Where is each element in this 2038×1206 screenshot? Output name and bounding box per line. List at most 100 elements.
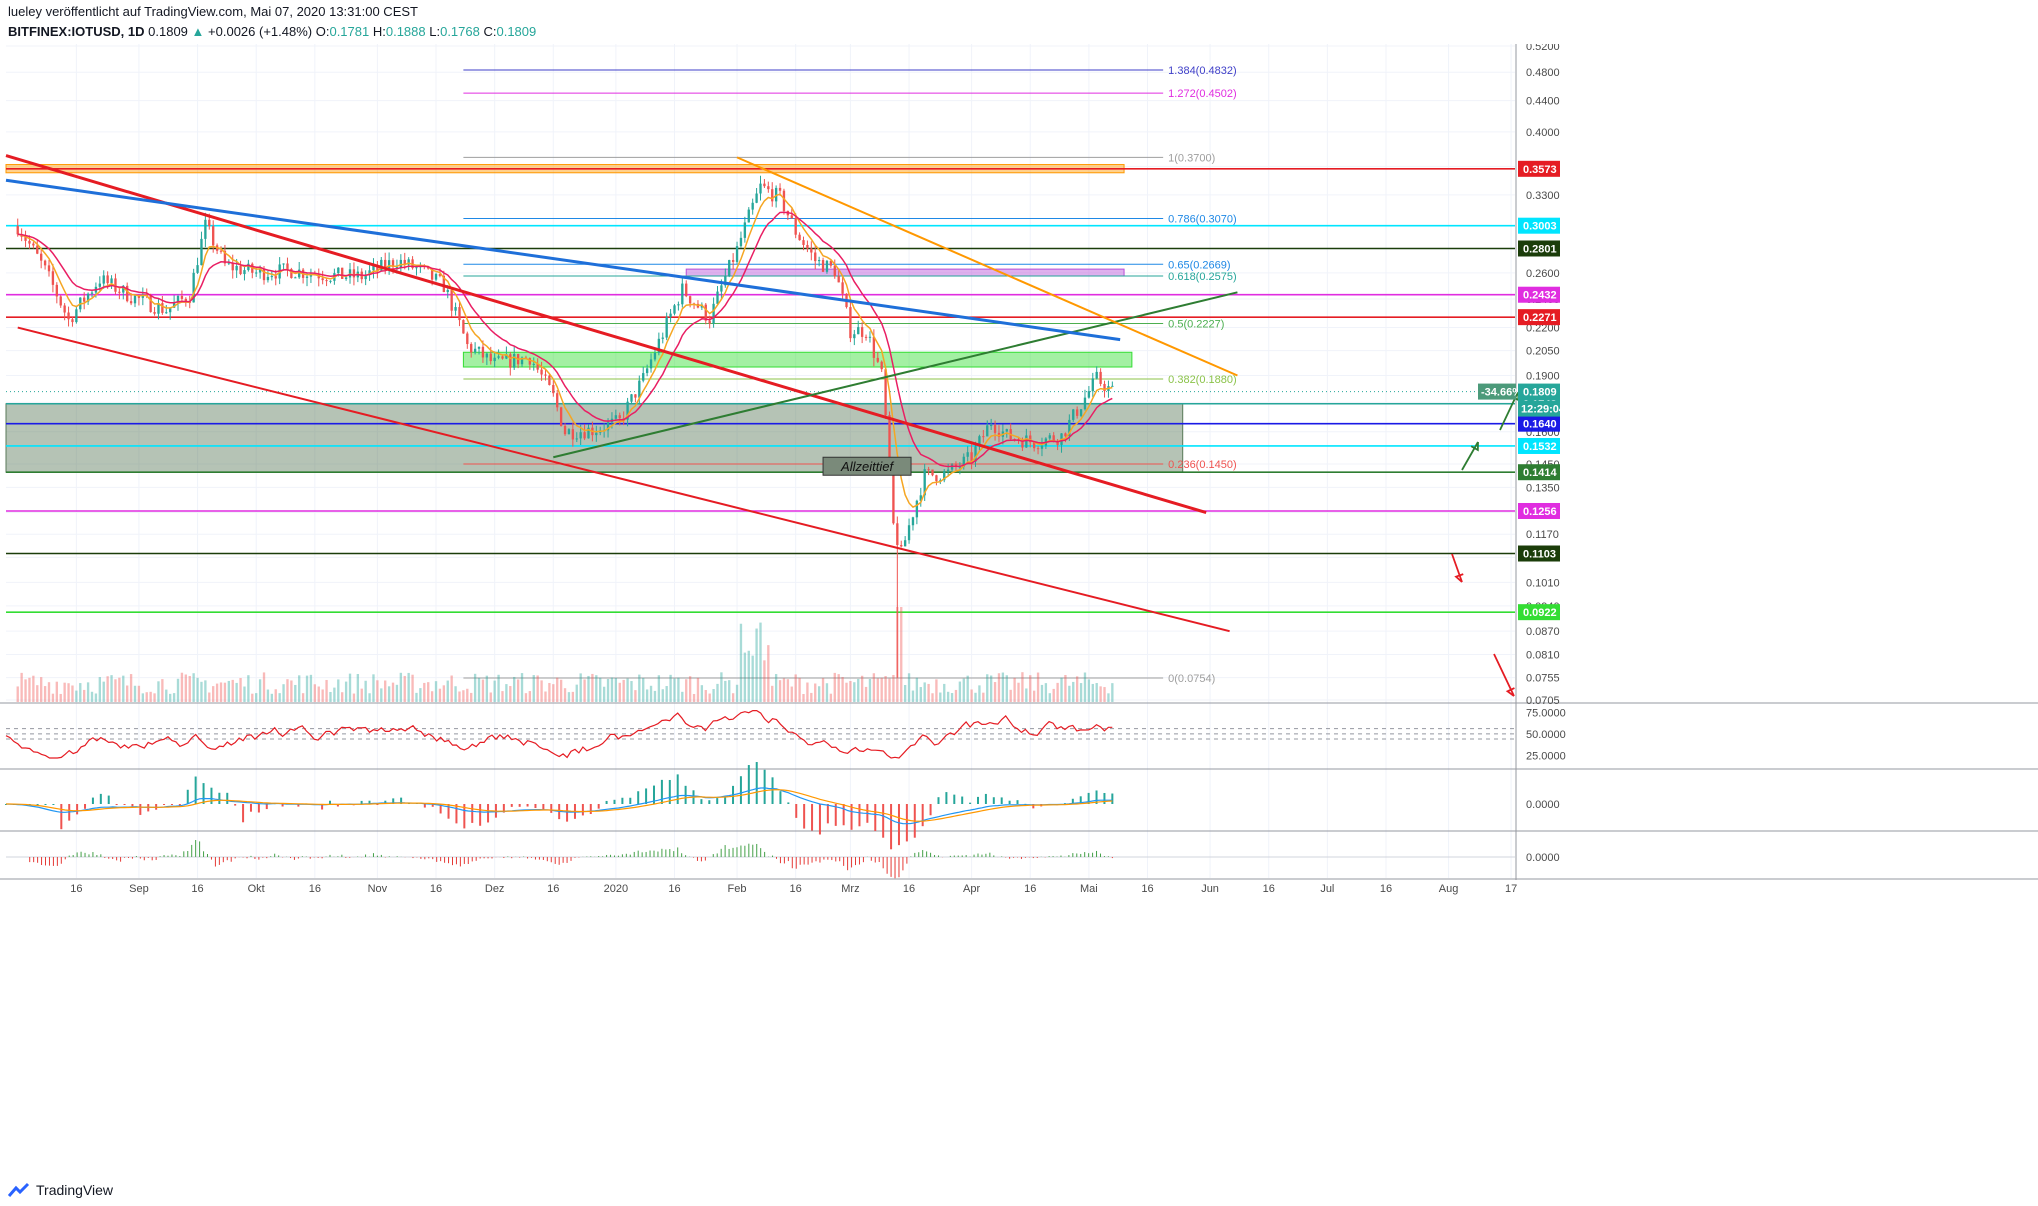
close-label: C:	[483, 24, 497, 39]
volume-bar	[114, 679, 117, 702]
candle-body	[176, 296, 180, 303]
candle-body	[739, 237, 743, 247]
macd-hist-bar	[795, 804, 798, 818]
volume-bar	[771, 685, 774, 702]
candle-body	[184, 298, 188, 303]
zone-purple-zone	[685, 268, 1125, 277]
volume-bar	[720, 672, 723, 702]
price-chart[interactable]: 1.384(0.4832) 1.272(0.4502) 1(0.3700) 0.786…	[0, 44, 2038, 1176]
macd-hist-bar	[747, 765, 750, 804]
volume-bar	[1001, 672, 1005, 702]
macd-hist-bar	[447, 804, 450, 819]
candle-body	[645, 368, 649, 374]
volume-bar	[849, 680, 852, 702]
volume-bar	[767, 645, 770, 702]
macd-hist-bar	[257, 804, 260, 813]
volume-bar	[540, 680, 543, 702]
macd-hist-bar	[842, 804, 845, 826]
macd-hist-bar	[226, 792, 229, 804]
candle-body	[962, 456, 965, 467]
volume-bar	[685, 679, 688, 702]
volume-bar	[860, 675, 864, 702]
candle-body	[552, 384, 555, 394]
candle-body	[219, 250, 223, 252]
volume-bar	[1103, 687, 1106, 702]
volume-bar	[962, 678, 965, 702]
price-tag-bg	[1518, 309, 1560, 326]
candle-body	[825, 260, 829, 272]
volume-bar	[180, 672, 184, 702]
volume-bar	[821, 678, 825, 702]
candle-body	[872, 336, 876, 358]
price-tick: 0.1010	[1526, 577, 1560, 589]
candle-body	[567, 429, 571, 435]
volume-bar	[763, 660, 766, 702]
volume-bar	[571, 691, 575, 702]
candle-body	[731, 260, 735, 262]
volume-bar	[903, 685, 907, 702]
volume-bar	[63, 682, 66, 702]
candle-body	[751, 202, 754, 210]
volume-bar	[900, 607, 903, 702]
candle-body	[806, 244, 809, 249]
volume-bar	[845, 682, 848, 702]
volume-bar	[642, 677, 645, 702]
trendline-green-up	[553, 291, 1238, 459]
volume-bar	[1087, 679, 1091, 702]
candle-body	[1005, 429, 1008, 432]
volume-bar	[950, 693, 954, 702]
candle-body	[133, 295, 137, 304]
candle-body	[235, 266, 238, 271]
volume-bar	[415, 692, 418, 702]
arrow-down-1	[1451, 553, 1463, 583]
candle-body	[634, 394, 637, 398]
volume-bar	[1091, 683, 1094, 702]
macd-hist-bar	[550, 804, 553, 813]
time-tick: Jun	[1201, 883, 1219, 895]
macd-hist-bar	[787, 802, 790, 804]
candle-body	[32, 243, 35, 246]
macd-hist-bar	[502, 804, 505, 813]
candle-body	[810, 248, 813, 253]
volume-bar	[876, 678, 879, 702]
volume-bar	[212, 686, 215, 702]
candle-body	[642, 373, 645, 381]
price-tag-bg	[1518, 464, 1560, 481]
rsi-line	[5, 710, 1113, 759]
low-value: 0.1768	[440, 24, 480, 39]
candle-body	[1056, 440, 1059, 445]
allzeittief-box	[822, 456, 912, 476]
volume-bar	[614, 678, 618, 702]
candle-body	[802, 240, 805, 245]
candle-body	[860, 327, 864, 337]
macd-hist-bar	[660, 779, 663, 804]
fib-label: 1.272(0.4502)	[1168, 88, 1237, 100]
trendline-red-lower	[17, 326, 1230, 633]
volume-bar	[810, 692, 813, 702]
zone-green-zone	[462, 351, 1133, 368]
volume-bar	[298, 675, 301, 702]
volume-bar	[739, 623, 743, 702]
candle-body	[626, 401, 629, 420]
volume-bar	[129, 674, 133, 702]
candle-body	[434, 274, 438, 280]
volume-bar	[993, 682, 997, 702]
candle-body	[114, 278, 117, 292]
volume-bar	[98, 677, 101, 702]
price-tag-label: 0.1640	[1523, 419, 1557, 431]
candle-body	[430, 268, 434, 280]
macd-hist-bar	[170, 804, 173, 805]
candle-body	[653, 352, 657, 360]
candle-body	[669, 313, 672, 318]
volume-bar	[1079, 683, 1083, 702]
candle-body	[638, 380, 641, 398]
time-tick: 16	[668, 883, 680, 895]
volume-bar	[1064, 674, 1067, 702]
time-tick: 2020	[604, 883, 628, 895]
candle-body	[571, 429, 575, 440]
macd-hist-bar	[1032, 804, 1035, 809]
candle-body	[528, 358, 532, 365]
volume-bar	[943, 683, 946, 702]
volume-bar	[102, 681, 105, 702]
candle-body	[993, 425, 997, 433]
